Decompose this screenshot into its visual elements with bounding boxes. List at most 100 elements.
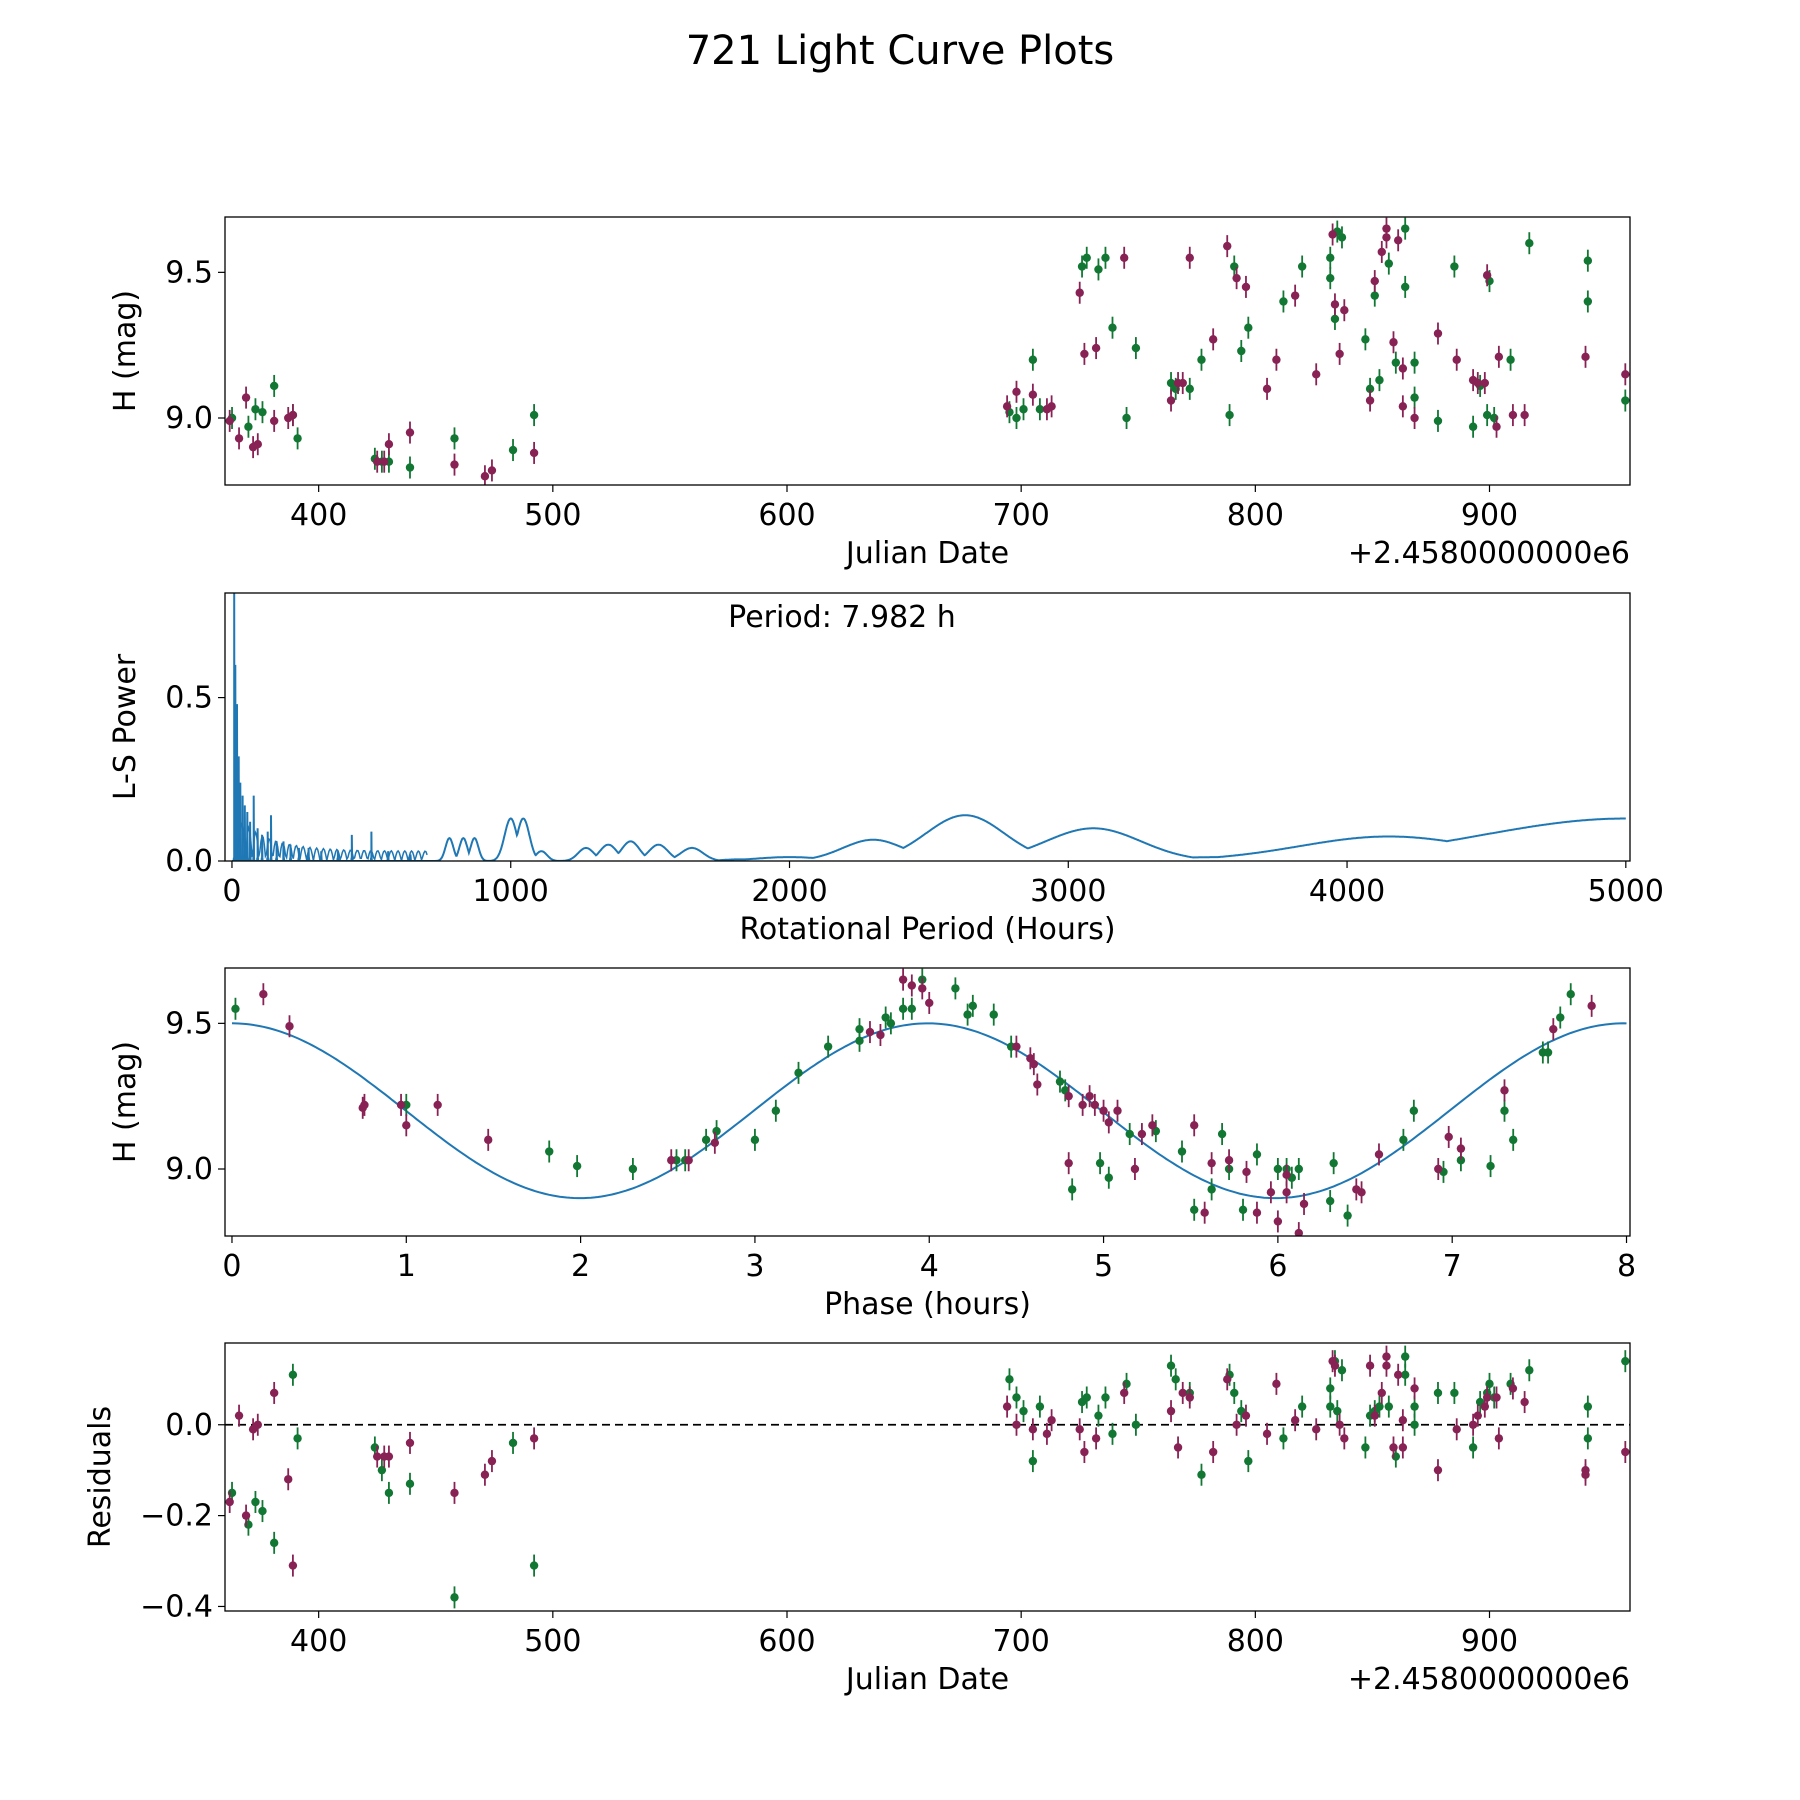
- data-point: [1382, 1361, 1391, 1370]
- data-point: [480, 1470, 490, 1479]
- x-tick-label: 700: [993, 1624, 1050, 1659]
- data-point: [1382, 233, 1391, 242]
- data-point: [1242, 1167, 1251, 1177]
- data-point: [1452, 355, 1461, 364]
- data-point: [234, 1411, 244, 1420]
- data-point: [1137, 1129, 1147, 1139]
- data-point: [484, 1135, 493, 1145]
- data-point: [405, 463, 415, 472]
- data-point: [288, 410, 298, 420]
- data-point: [405, 428, 415, 437]
- data-point: [288, 1370, 298, 1379]
- data-point: [1101, 1393, 1110, 1402]
- data-point: [1094, 1411, 1103, 1420]
- data-point: [1357, 1188, 1366, 1197]
- x-tick-label: 2000: [751, 874, 827, 909]
- data-point: [1035, 1402, 1045, 1411]
- data-point: [1494, 1434, 1504, 1443]
- data-point: [925, 998, 934, 1008]
- data-point: [1019, 1406, 1028, 1416]
- data-point: [876, 1030, 885, 1040]
- data-point: [241, 393, 251, 402]
- data-point: [865, 1027, 875, 1037]
- data-point: [1444, 1132, 1453, 1142]
- data-point: [1410, 1384, 1419, 1393]
- x-tick-label: 400: [290, 1624, 347, 1659]
- data-point: [1064, 1091, 1073, 1101]
- data-point: [1473, 1411, 1482, 1420]
- data-point: [1525, 1366, 1534, 1375]
- data-point: [480, 472, 490, 481]
- data-point: [360, 1100, 369, 1110]
- data-point: [1621, 1356, 1630, 1366]
- data-point: [684, 1156, 693, 1165]
- data-point: [1085, 1091, 1094, 1101]
- data-point: [1232, 273, 1241, 283]
- panel-light-curve: 400 500 600 700 800 900 9.0 9.5 Julian Date H (ma…: [108, 216, 1631, 571]
- data-point: [1002, 402, 1012, 411]
- data-point: [1029, 1059, 1039, 1069]
- data-point: [253, 1420, 262, 1429]
- data-point: [1042, 1429, 1052, 1439]
- data-point: [1130, 1164, 1140, 1174]
- data-point: [1399, 1135, 1408, 1145]
- x-tick-label: 2: [571, 1249, 590, 1284]
- data-point: [1480, 378, 1490, 388]
- data-point: [1456, 1156, 1466, 1165]
- data-point: [1012, 1420, 1021, 1429]
- data-point: [1166, 1361, 1176, 1370]
- y-tick-label: 9.0: [165, 1152, 213, 1187]
- data-point: [1337, 233, 1347, 242]
- data-point: [701, 1135, 711, 1145]
- data-point: [1252, 1208, 1262, 1217]
- data-point: [251, 405, 260, 414]
- data-point: [1393, 1370, 1403, 1379]
- data-point: [1450, 262, 1459, 271]
- data-point: [231, 1004, 240, 1013]
- y-axis-label: L-S Power: [108, 653, 143, 800]
- data-point: [285, 1022, 294, 1031]
- x-tick-label: 400: [290, 498, 347, 533]
- x-tick-label: 3: [745, 1249, 764, 1284]
- data-point: [1080, 349, 1089, 359]
- data-point: [1099, 1106, 1108, 1115]
- y-tick-label: −0.4: [140, 1589, 213, 1624]
- x-tick-label: 4: [920, 1249, 939, 1284]
- data-point: [1326, 273, 1335, 283]
- data-point: [1330, 1361, 1340, 1370]
- data-point: [1272, 1379, 1281, 1389]
- data-point: [1244, 1456, 1253, 1466]
- plot-area: [225, 1345, 1630, 1609]
- data-point: [1297, 1402, 1307, 1411]
- data-point: [259, 990, 268, 999]
- data-point: [1566, 990, 1575, 999]
- data-point: [450, 460, 459, 469]
- data-point: [1075, 1425, 1084, 1434]
- data-point: [1335, 349, 1344, 359]
- data-point: [1185, 253, 1194, 262]
- data-point: [1492, 1393, 1501, 1402]
- data-point: [1508, 1384, 1518, 1393]
- data-point: [1556, 1013, 1565, 1022]
- data-point: [529, 410, 539, 420]
- data-point: [1335, 1420, 1344, 1429]
- data-point: [1482, 1393, 1492, 1402]
- data-point: [529, 1561, 539, 1570]
- data-point: [1080, 1447, 1089, 1457]
- data-point: [1035, 405, 1045, 414]
- data-point: [269, 416, 279, 426]
- data-point: [1173, 1443, 1183, 1452]
- y-axis-label: H (mag): [108, 1041, 143, 1163]
- data-point: [1067, 1185, 1077, 1194]
- data-point: [1410, 413, 1419, 423]
- data-point: [1113, 1106, 1122, 1115]
- data-point: [1185, 384, 1194, 394]
- data-point: [1208, 335, 1218, 344]
- data-point: [1433, 1388, 1443, 1398]
- x-tick-label: 700: [993, 498, 1050, 533]
- data-point: [1340, 1434, 1349, 1443]
- data-point: [1326, 1384, 1335, 1393]
- data-point: [1337, 1366, 1347, 1375]
- data-point: [1409, 1106, 1419, 1115]
- data-point: [1583, 1402, 1593, 1411]
